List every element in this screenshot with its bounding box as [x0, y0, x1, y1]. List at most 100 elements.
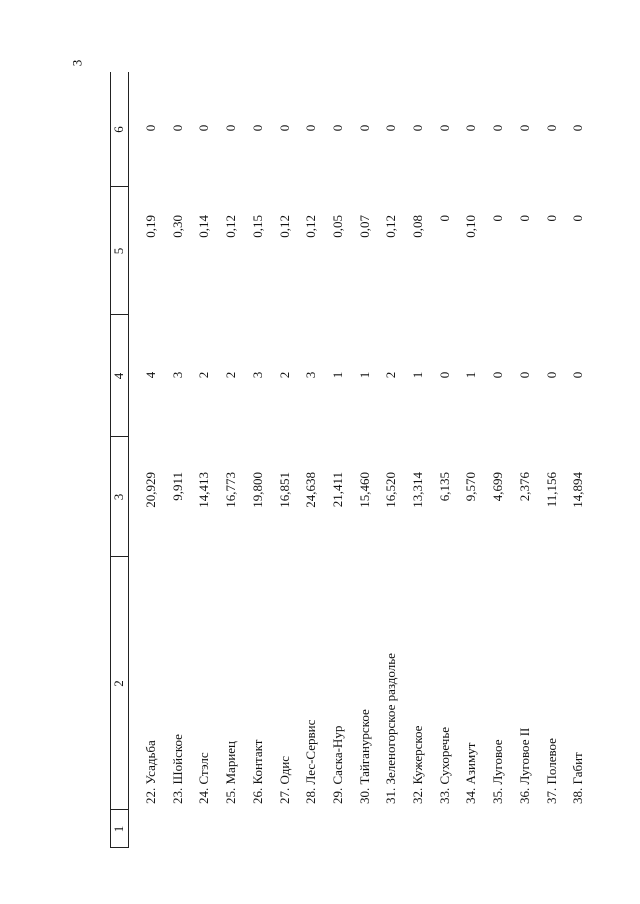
cell: 0,10	[463, 215, 479, 238]
cell: 0	[490, 371, 506, 379]
cell: 0	[356, 124, 372, 132]
cell: 0	[329, 124, 345, 132]
cell: 0,15	[249, 215, 265, 238]
cell: 11,156	[543, 472, 559, 508]
cell: 0	[436, 371, 452, 379]
cell: 0	[543, 371, 559, 379]
row-label: 29. Саска-Нур	[329, 725, 345, 804]
cell: 0	[143, 124, 158, 132]
cell: 15,460	[356, 472, 372, 508]
row-label: 33. Сухоречье	[436, 726, 452, 804]
row-label: 24. Стэлс	[196, 752, 212, 804]
row-label: 23. Шойское	[169, 734, 185, 804]
cell: 9,570	[463, 472, 479, 502]
cell: 16,851	[276, 472, 292, 508]
cell: 0	[303, 124, 319, 132]
cell: 0	[169, 124, 185, 132]
cell: 0,19	[143, 215, 158, 238]
cell: 14,894	[570, 472, 586, 508]
cell: 20,929	[143, 472, 158, 508]
cell: 0,12	[276, 215, 292, 238]
cell: 2	[223, 371, 239, 379]
row-label: 31. Зеленогорское раздолье	[383, 653, 399, 804]
cell: 13,314	[410, 472, 425, 508]
cell: 2	[276, 371, 292, 379]
row-label: 30. Тайганурское	[356, 709, 372, 804]
cell: 3	[169, 371, 185, 379]
cell: 0	[490, 215, 506, 222]
cell: 1	[410, 371, 425, 379]
row-label: 36. Луговое II	[516, 727, 532, 804]
cell: 0	[543, 124, 559, 132]
cell: 21,411	[329, 472, 345, 508]
cell: 0	[570, 215, 586, 222]
cell: 3	[249, 371, 265, 379]
cell: 1	[329, 371, 345, 379]
cell: 9,911	[169, 472, 185, 501]
cell: 0	[223, 124, 239, 132]
header-cell: 5	[111, 247, 126, 255]
cell: 0	[516, 215, 532, 222]
cell: 16,520	[383, 472, 399, 508]
header-cell: 4	[111, 372, 126, 380]
row-label: 32. Кужерское	[410, 725, 425, 804]
cell: 2,376	[516, 472, 532, 502]
cell: 0	[463, 124, 479, 132]
page-number: 3	[69, 59, 85, 67]
cell: 16,773	[223, 472, 239, 508]
row-label: 27. Одис	[276, 755, 292, 804]
table: 1 2 3 4 5 6 22. Усадьба 20,929 4 0,19 0 23. Шойское…	[110, 72, 590, 848]
cell: 24,638	[303, 472, 319, 508]
cell: 14,413	[196, 472, 212, 508]
cell: 1	[463, 371, 479, 379]
header-cell: 1	[111, 825, 126, 833]
row-label: 26. Контакт	[249, 739, 265, 804]
rule	[110, 72, 111, 848]
cell: 0,12	[303, 215, 319, 238]
cell: 0	[516, 124, 532, 132]
rule	[128, 72, 129, 848]
cell: 0,12	[383, 215, 399, 238]
col-divider	[110, 436, 129, 437]
cell: 0,05	[329, 215, 345, 238]
cell: 0,07	[356, 215, 372, 238]
cell: 2	[383, 371, 399, 379]
cell: 4,699	[490, 472, 506, 502]
cell: 0	[570, 124, 586, 132]
col-divider	[110, 556, 129, 557]
header-cell: 3	[111, 493, 126, 501]
cell: 0	[516, 371, 532, 379]
row-label: 35. Луговое	[490, 739, 506, 804]
col-divider	[110, 314, 129, 315]
header-cell: 2	[111, 680, 126, 687]
cell: 0	[436, 215, 452, 222]
row-label: 37. Полевое	[543, 738, 559, 804]
header-cell: 6	[111, 126, 126, 133]
cell: 0,14	[196, 215, 212, 238]
cell: 0,08	[410, 215, 425, 238]
row-label: 38. Габит	[570, 752, 586, 804]
cell: 0,30	[169, 215, 185, 238]
col-divider	[110, 186, 129, 187]
cell: 2	[196, 371, 212, 379]
cell: 0,12	[223, 215, 239, 238]
cell: 0	[436, 124, 452, 132]
cell: 0	[276, 124, 292, 132]
row-label: 28. Лес-Сервис	[303, 719, 319, 804]
cell: 0	[570, 371, 586, 379]
cell: 3	[303, 371, 319, 379]
row-label: 22. Усадьба	[143, 740, 158, 804]
row-label: 34. Азимут	[463, 742, 479, 804]
cell: 0	[490, 124, 506, 132]
cell: 4	[143, 371, 158, 379]
cell: 0	[249, 124, 265, 132]
row-label: 25. Мариец	[223, 740, 239, 804]
cell: 0	[543, 215, 559, 222]
cell: 19,800	[249, 472, 265, 508]
cell: 0	[196, 124, 212, 132]
cell: 6,135	[436, 472, 452, 502]
cell: 1	[356, 371, 372, 379]
cell: 0	[410, 124, 425, 132]
cell: 0	[383, 124, 399, 132]
